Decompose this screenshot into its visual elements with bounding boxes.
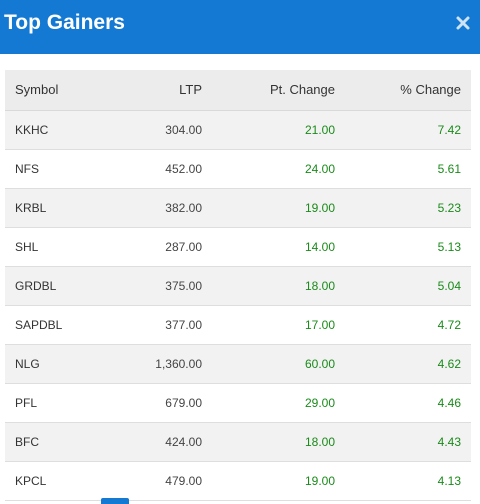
column-header-pt-change[interactable]: Pt. Change <box>212 70 345 111</box>
table-row[interactable]: KKHC 304.00 21.00 7.42 <box>5 110 471 150</box>
pct-change-cell: 5.23 <box>345 188 471 228</box>
table-header-row: Symbol LTP Pt. Change % Change <box>5 70 471 111</box>
gainers-table-container: Symbol LTP Pt. Change % Change KKHC 304.… <box>5 70 471 501</box>
column-header-symbol[interactable]: Symbol <box>5 70 105 111</box>
pt-change-cell: 18.00 <box>212 266 345 306</box>
ltp-cell: 287.00 <box>105 227 212 267</box>
pt-change-cell: 19.00 <box>212 461 345 501</box>
table-row[interactable]: KPCL 479.00 19.00 4.13 <box>5 461 471 501</box>
table-row[interactable]: BFC 424.00 18.00 4.43 <box>5 422 471 462</box>
close-icon[interactable] <box>455 15 471 31</box>
table-row[interactable]: KRBL 382.00 19.00 5.23 <box>5 188 471 228</box>
pct-change-cell: 5.61 <box>345 149 471 189</box>
pct-change-cell: 4.72 <box>345 305 471 345</box>
symbol-cell[interactable]: KRBL <box>5 188 105 228</box>
pt-change-cell: 17.00 <box>212 305 345 345</box>
pct-change-cell: 4.13 <box>345 461 471 501</box>
symbol-cell[interactable]: KKHC <box>5 110 105 150</box>
symbol-cell[interactable]: BFC <box>5 422 105 462</box>
pct-change-cell: 4.62 <box>345 344 471 384</box>
pct-change-cell: 4.43 <box>345 422 471 462</box>
table-row[interactable]: NFS 452.00 24.00 5.61 <box>5 149 471 189</box>
pagination-button[interactable] <box>101 498 129 504</box>
modal-header: Top Gainers <box>0 0 480 54</box>
symbol-cell[interactable]: GRDBL <box>5 266 105 306</box>
ltp-cell: 382.00 <box>105 188 212 228</box>
pt-change-cell: 24.00 <box>212 149 345 189</box>
pct-change-cell: 7.42 <box>345 110 471 150</box>
table-row[interactable]: NLG 1,360.00 60.00 4.62 <box>5 344 471 384</box>
symbol-cell[interactable]: KPCL <box>5 461 105 501</box>
ltp-cell: 377.00 <box>105 305 212 345</box>
symbol-cell[interactable]: SAPDBL <box>5 305 105 345</box>
pt-change-cell: 19.00 <box>212 188 345 228</box>
ltp-cell: 452.00 <box>105 149 212 189</box>
symbol-cell[interactable]: NFS <box>5 149 105 189</box>
pt-change-cell: 14.00 <box>212 227 345 267</box>
column-header-pct-change[interactable]: % Change <box>345 70 471 111</box>
ltp-cell: 375.00 <box>105 266 212 306</box>
column-header-ltp[interactable]: LTP <box>105 70 212 111</box>
table-row[interactable]: PFL 679.00 29.00 4.46 <box>5 383 471 423</box>
symbol-cell[interactable]: PFL <box>5 383 105 423</box>
pt-change-cell: 60.00 <box>212 344 345 384</box>
modal-title: Top Gainers <box>4 11 125 34</box>
pt-change-cell: 21.00 <box>212 110 345 150</box>
table-row[interactable]: SHL 287.00 14.00 5.13 <box>5 227 471 267</box>
symbol-cell[interactable]: NLG <box>5 344 105 384</box>
pct-change-cell: 5.04 <box>345 266 471 306</box>
ltp-cell: 479.00 <box>105 461 212 501</box>
pct-change-cell: 5.13 <box>345 227 471 267</box>
ltp-cell: 679.00 <box>105 383 212 423</box>
pt-change-cell: 18.00 <box>212 422 345 462</box>
ltp-cell: 304.00 <box>105 110 212 150</box>
table-row[interactable]: SAPDBL 377.00 17.00 4.72 <box>5 305 471 345</box>
table-row[interactable]: GRDBL 375.00 18.00 5.04 <box>5 266 471 306</box>
ltp-cell: 1,360.00 <box>105 344 212 384</box>
ltp-cell: 424.00 <box>105 422 212 462</box>
pt-change-cell: 29.00 <box>212 383 345 423</box>
gainers-table: Symbol LTP Pt. Change % Change KKHC 304.… <box>5 70 471 501</box>
symbol-cell[interactable]: SHL <box>5 227 105 267</box>
pct-change-cell: 4.46 <box>345 383 471 423</box>
